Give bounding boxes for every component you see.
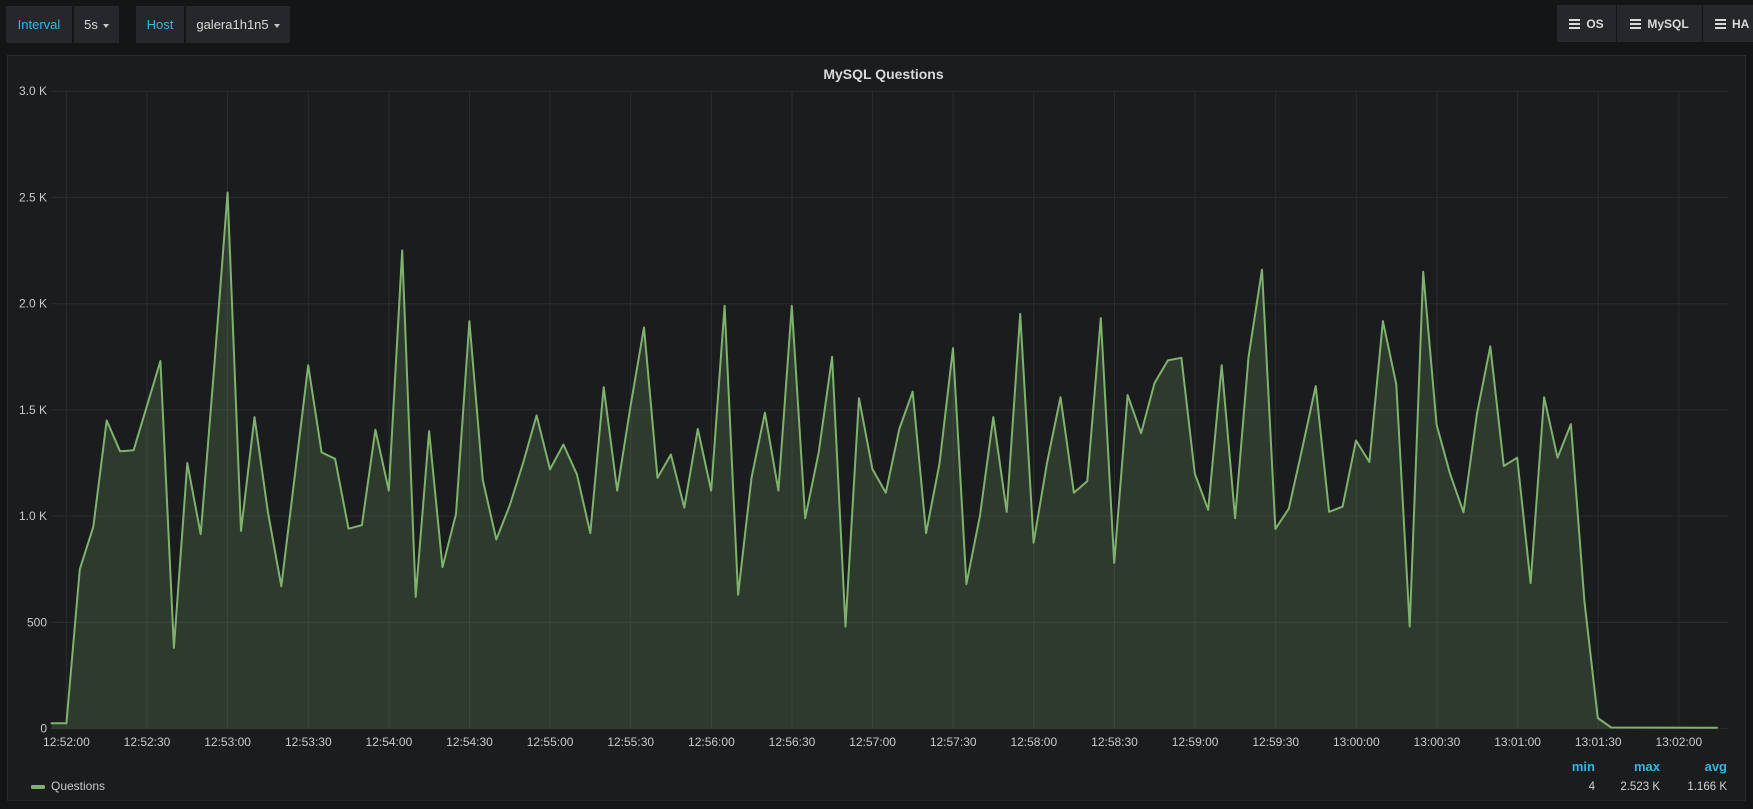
svg-text:min: min xyxy=(1572,759,1595,774)
svg-text:12:55:00: 12:55:00 xyxy=(527,735,574,749)
svg-text:12:53:30: 12:53:30 xyxy=(285,735,332,749)
svg-text:1.5 K: 1.5 K xyxy=(19,403,47,417)
svg-text:12:54:30: 12:54:30 xyxy=(446,735,493,749)
svg-text:3.0 K: 3.0 K xyxy=(19,84,47,98)
svg-text:13:01:00: 13:01:00 xyxy=(1494,735,1541,749)
svg-text:12:56:00: 12:56:00 xyxy=(688,735,735,749)
svg-text:1.166 K: 1.166 K xyxy=(1687,781,1727,793)
svg-text:13:02:00: 13:02:00 xyxy=(1655,735,1702,749)
svg-text:Questions: Questions xyxy=(51,779,105,793)
svg-text:12:58:30: 12:58:30 xyxy=(1091,735,1138,749)
svg-text:12:58:00: 12:58:00 xyxy=(1010,735,1057,749)
svg-text:avg: avg xyxy=(1705,759,1727,774)
svg-text:1.0 K: 1.0 K xyxy=(19,509,47,523)
svg-text:max: max xyxy=(1634,759,1661,774)
svg-text:12:59:30: 12:59:30 xyxy=(1252,735,1299,749)
svg-text:13:00:00: 13:00:00 xyxy=(1333,735,1380,749)
svg-text:13:01:30: 13:01:30 xyxy=(1575,735,1622,749)
svg-text:500: 500 xyxy=(27,615,47,629)
svg-text:13:00:30: 13:00:30 xyxy=(1414,735,1461,749)
svg-text:2.523 K: 2.523 K xyxy=(1620,781,1660,793)
svg-text:12:55:30: 12:55:30 xyxy=(607,735,654,749)
svg-text:12:59:00: 12:59:00 xyxy=(1172,735,1219,749)
svg-text:12:56:30: 12:56:30 xyxy=(769,735,816,749)
svg-text:12:52:00: 12:52:00 xyxy=(43,735,90,749)
svg-text:12:57:30: 12:57:30 xyxy=(930,735,977,749)
svg-text:4: 4 xyxy=(1589,781,1596,793)
svg-text:0: 0 xyxy=(40,722,47,736)
svg-text:12:54:00: 12:54:00 xyxy=(366,735,413,749)
svg-text:12:52:30: 12:52:30 xyxy=(124,735,171,749)
svg-text:2.0 K: 2.0 K xyxy=(19,297,47,311)
svg-text:12:57:00: 12:57:00 xyxy=(849,735,896,749)
svg-text:2.5 K: 2.5 K xyxy=(19,190,47,204)
svg-text:12:53:00: 12:53:00 xyxy=(204,735,251,749)
